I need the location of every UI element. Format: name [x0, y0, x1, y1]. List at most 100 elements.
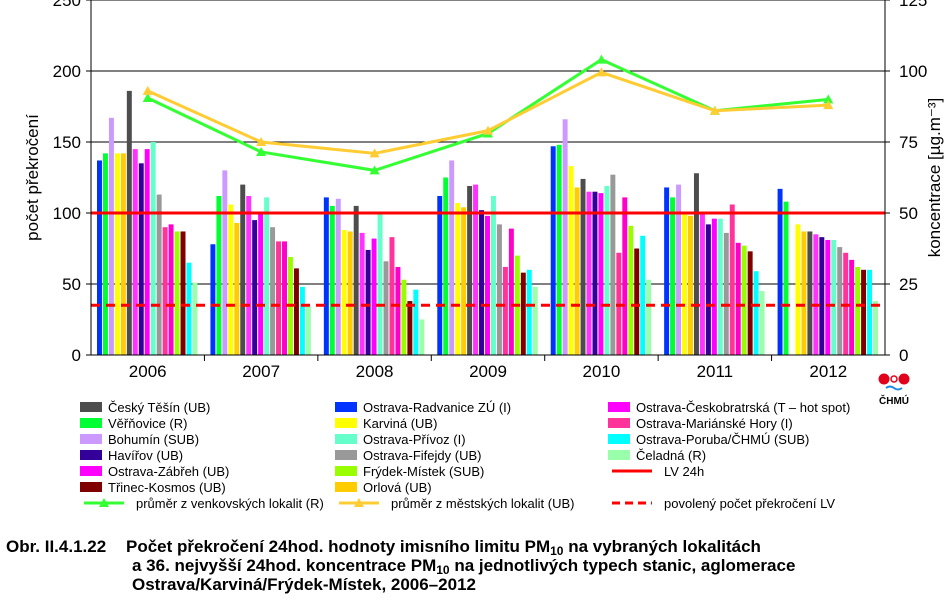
bar	[246, 195, 252, 355]
bar	[496, 224, 502, 355]
bar	[783, 201, 789, 355]
bar	[413, 289, 419, 355]
chmu-logo: ČHMÚ	[874, 371, 914, 407]
bar	[407, 301, 413, 355]
bar	[550, 146, 556, 355]
bar	[258, 214, 264, 355]
legend-swatch	[80, 466, 102, 476]
bar	[640, 235, 646, 355]
bar	[389, 237, 395, 355]
bar	[222, 170, 228, 355]
bar	[711, 218, 717, 355]
bar	[132, 149, 138, 355]
average-marker	[596, 54, 607, 64]
average-line	[147, 57, 829, 172]
bar	[646, 279, 652, 355]
legend-label: Ostrava-Zábřeh (UB)	[108, 463, 230, 479]
bar	[138, 163, 144, 355]
bar	[705, 224, 711, 355]
bar	[634, 248, 640, 355]
bar	[855, 266, 861, 355]
legend-item: Ostrava-Mariánské Hory (I)	[608, 415, 793, 431]
legend-swatch	[335, 434, 357, 444]
average-marker	[256, 137, 267, 146]
legend-label: Věřňovice (R)	[108, 415, 188, 431]
bar	[150, 142, 156, 355]
bar	[347, 231, 353, 355]
bar	[586, 191, 592, 355]
y-tick-label: 0	[72, 346, 81, 365]
bar	[568, 166, 574, 355]
bar	[526, 269, 532, 355]
legend-swatch	[80, 450, 102, 460]
average-marker	[709, 105, 720, 115]
bar	[419, 319, 425, 355]
legend-label: Ostrava-Fifejdy (UB)	[363, 447, 482, 463]
legend-swatch	[335, 450, 357, 460]
legend-label: průměr z venkovských lokalit (R)	[136, 495, 324, 511]
legend-label: Havířov (UB)	[108, 447, 184, 463]
bar	[831, 239, 837, 355]
legend-item: Ostrava-Českobratrská (T – hot spot)	[608, 399, 850, 415]
y-tick-label: 50	[62, 275, 81, 294]
bar	[598, 193, 604, 355]
bar	[807, 231, 813, 355]
legend-label: Třinec-Kosmos (UB)	[108, 479, 226, 495]
legend-item: Ostrava-Přívoz (I)	[335, 431, 466, 447]
bar	[329, 205, 335, 355]
average-marker	[256, 146, 267, 156]
legend-swatch	[80, 402, 102, 412]
legend-item: Věřňovice (R)	[80, 415, 187, 431]
bar	[520, 272, 526, 355]
legend-item: Český Těšín (UB)	[80, 399, 210, 415]
bar	[359, 232, 365, 355]
legend: Český Těšín (UB) Věřňovice (R) Bohumín (SU…	[80, 399, 860, 519]
legend-item: Ostrava-Fifejdy (UB)	[335, 447, 481, 463]
legend-label: Český Těšín (UB)	[108, 399, 211, 415]
bar	[688, 215, 693, 355]
bar	[837, 247, 843, 355]
legend-label: Ostrava-Českobratrská (T – hot spot)	[636, 399, 851, 415]
legend-label: povolený počet překročení LV	[664, 495, 836, 511]
bar	[264, 197, 270, 355]
legend-item: Karviná (UB)	[335, 415, 437, 431]
legend-swatch	[335, 402, 357, 412]
average-marker	[823, 100, 834, 110]
legend-item: povolený počet překročení LV	[608, 495, 835, 511]
bar	[580, 178, 586, 355]
bar	[664, 187, 670, 355]
bar	[240, 184, 246, 355]
bar	[102, 153, 108, 355]
bar	[114, 153, 120, 355]
legend-swatch	[608, 402, 630, 412]
bar	[759, 291, 765, 355]
bar	[508, 228, 514, 355]
x-tick-label: 2010	[583, 362, 621, 381]
legend-swatch	[612, 501, 652, 505]
svg-text:ČHMÚ: ČHMÚ	[879, 394, 909, 407]
legend-swatch	[80, 434, 102, 444]
legend-swatch	[335, 466, 357, 476]
y-tick-label: 150	[53, 133, 81, 152]
legend-item: Ostrava-Radvanice ZÚ (I)	[335, 399, 511, 415]
bar	[485, 215, 490, 355]
bar	[168, 224, 174, 355]
bar	[341, 230, 347, 355]
bar	[192, 282, 198, 355]
y-tick-label: 250	[53, 0, 81, 10]
bar	[747, 251, 753, 355]
legend-item: Frýdek-Místek (SUB)	[335, 463, 484, 479]
bar	[228, 204, 234, 355]
legend-swatch	[335, 482, 357, 492]
legend-item: Havířov (UB)	[80, 447, 183, 463]
legend-label: Ostrava-Přívoz (I)	[363, 431, 466, 447]
bar	[455, 203, 461, 355]
y-right-tick-label: 75	[899, 133, 918, 152]
y-right-tick-label: 25	[899, 275, 918, 294]
bar	[801, 231, 807, 355]
bar	[490, 195, 496, 355]
y-right-tick-label: 100	[899, 62, 927, 81]
caption-prefix: Obr. II.4.1.22	[6, 537, 107, 556]
average-marker	[823, 94, 834, 104]
bar	[729, 204, 735, 355]
